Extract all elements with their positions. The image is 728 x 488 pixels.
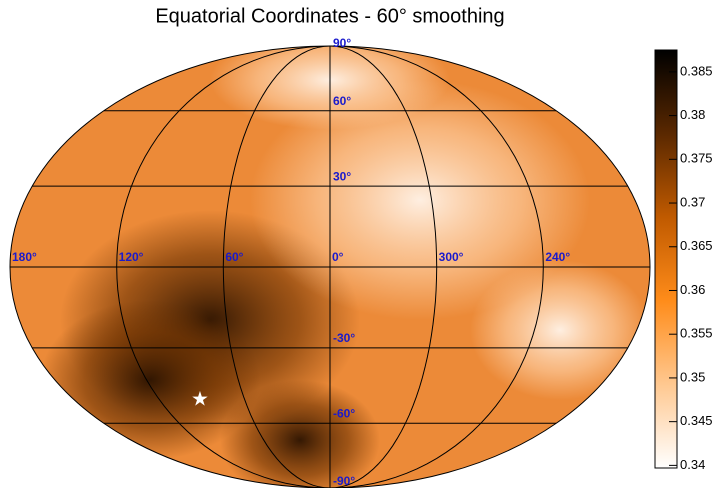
star-marker: ★ xyxy=(191,388,209,410)
lon-label: 0° xyxy=(332,250,344,264)
colorbar-label: 0.36 xyxy=(680,282,705,297)
colorbar-label: 0.38 xyxy=(680,107,705,122)
lat-label: 90° xyxy=(333,36,351,50)
colorbar-label: 0.345 xyxy=(680,413,713,428)
chart-title: Equatorial Coordinates - 60° smoothing xyxy=(155,5,504,27)
lat-label: -90° xyxy=(333,474,355,488)
colorbar-label: 0.35 xyxy=(680,369,705,384)
colorbar-label: 0.365 xyxy=(680,238,713,253)
colorbar-label: 0.355 xyxy=(680,326,713,341)
colorbar-label: 0.34 xyxy=(680,457,705,472)
meridian xyxy=(116,46,331,488)
lon-label: 300° xyxy=(439,250,464,264)
colorbar-label: 0.37 xyxy=(680,194,705,209)
colorbar-label: 0.385 xyxy=(680,63,713,78)
lon-label: 180° xyxy=(12,250,37,264)
colorbar xyxy=(655,50,677,468)
meridian xyxy=(329,46,438,488)
lon-label: 60° xyxy=(225,250,243,264)
colorbar-label: 0.375 xyxy=(680,151,713,166)
lat-label: -60° xyxy=(333,406,355,420)
lon-label: 240° xyxy=(545,250,570,264)
meridian xyxy=(222,46,331,488)
lon-label: 120° xyxy=(119,250,144,264)
lat-label: -30° xyxy=(333,331,355,345)
lat-label: 60° xyxy=(333,94,351,108)
map-outline xyxy=(9,45,651,488)
meridian xyxy=(329,46,544,488)
lat-label: 30° xyxy=(333,169,351,183)
colorbar-frame xyxy=(654,49,678,469)
